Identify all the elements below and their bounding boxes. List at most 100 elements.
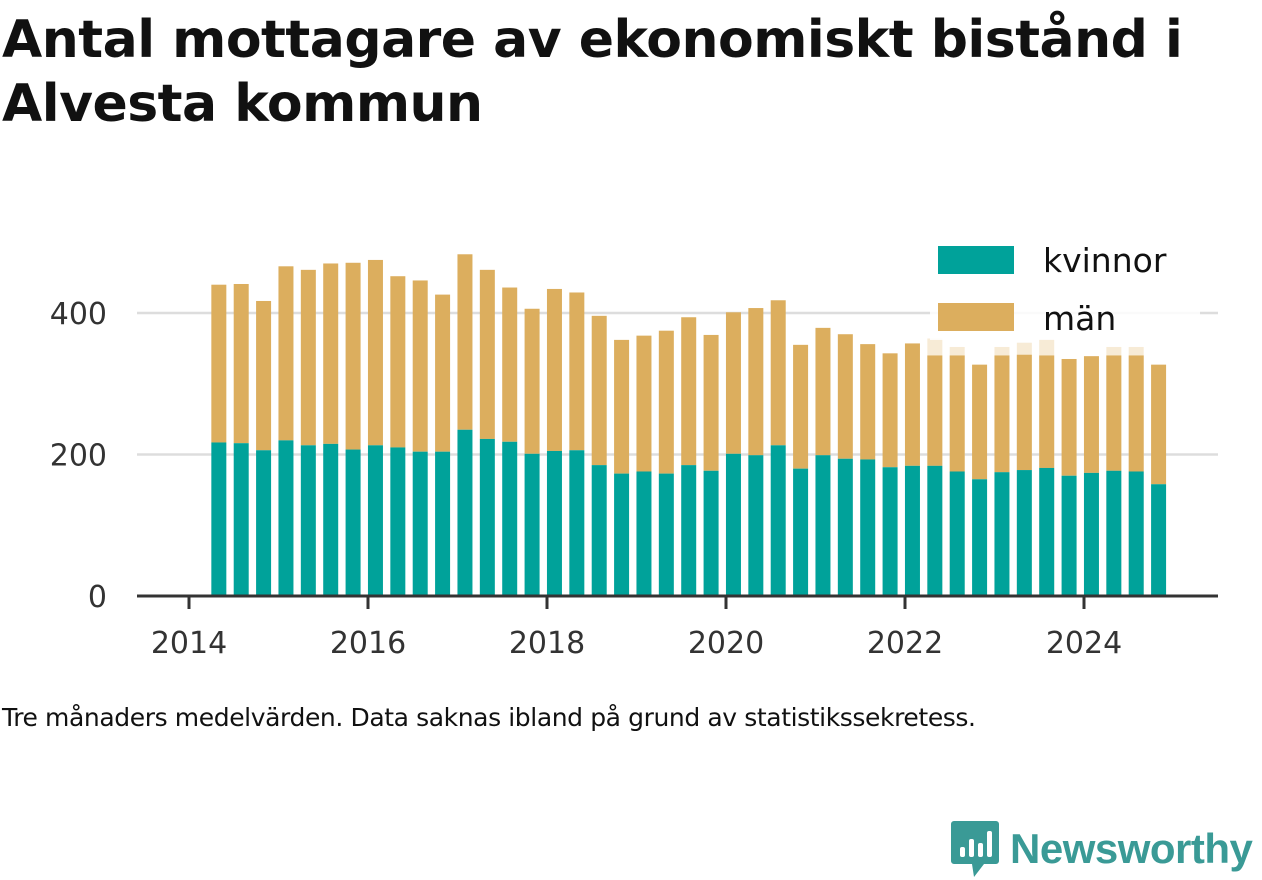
bar-man <box>904 343 920 466</box>
bar-kvinnor <box>725 453 741 596</box>
newsworthy-logo-icon <box>951 821 999 877</box>
bar-kvinnor <box>233 443 249 596</box>
y-tick-label: 200 <box>50 439 107 474</box>
bar-kvinnor <box>1061 475 1077 596</box>
bar-kvinnor <box>1128 471 1144 596</box>
bar-kvinnor <box>390 447 406 596</box>
bar-kvinnor <box>837 458 853 596</box>
bar-kvinnor <box>256 450 272 596</box>
bar-man <box>546 288 562 451</box>
bar-man <box>233 283 249 444</box>
bar-man <box>994 355 1010 473</box>
bar-kvinnor <box>546 450 562 596</box>
bar-kvinnor <box>569 450 585 596</box>
bar-man <box>770 300 786 446</box>
chart-title: Antal mottagare av ekonomiskt bistånd i … <box>2 10 1183 134</box>
bar-kvinnor <box>815 455 831 596</box>
bar-kvinnor <box>278 440 294 596</box>
chart-caption: Tre månaders medelvärden. Data saknas ib… <box>2 703 976 732</box>
bar-kvinnor <box>860 459 876 596</box>
bar-kvinnor <box>1039 467 1055 596</box>
x-tick-label: 2022 <box>867 626 943 661</box>
legend-label-kvinnor: kvinnor <box>1043 241 1167 280</box>
bar-kvinnor <box>927 465 943 596</box>
bar-man <box>1061 358 1077 476</box>
bar-kvinnor <box>1106 470 1122 596</box>
bar-kvinnor <box>614 473 630 596</box>
bar-kvinnor <box>770 445 786 596</box>
bar-kvinnor <box>658 473 674 596</box>
bar-man <box>860 344 876 460</box>
bars <box>211 254 1167 596</box>
bar-man <box>1128 355 1144 472</box>
x-tick-label: 2016 <box>330 626 406 661</box>
bar-man <box>681 317 697 466</box>
bar-kvinnor <box>412 451 428 596</box>
bar-man <box>882 353 898 468</box>
bar-man <box>569 292 585 451</box>
bar-man <box>1151 364 1167 485</box>
bar-man <box>748 308 764 456</box>
bar-man <box>323 263 339 444</box>
bar-man <box>658 330 674 474</box>
x-tick-label: 2024 <box>1046 626 1122 661</box>
bar-kvinnor <box>591 465 607 596</box>
bar-man <box>591 315 607 466</box>
legend: kvinnor män <box>930 240 1200 340</box>
bar-kvinnor <box>1083 472 1099 596</box>
bar-man <box>412 280 428 452</box>
bar-kvinnor <box>300 445 316 596</box>
bar-man <box>793 344 809 469</box>
bar-man <box>1083 356 1099 473</box>
axes: 0 200 400 2014 2016 2018 2020 2022 2024 <box>50 297 1218 661</box>
brand-name: Newsworthy <box>1010 825 1253 872</box>
bar-kvinnor <box>502 441 518 596</box>
bar-kvinnor <box>435 451 451 596</box>
bar-man <box>1016 354 1032 471</box>
legend-swatch-kvinnor <box>938 246 1014 274</box>
y-tick-label: 400 <box>50 297 107 332</box>
bar-man <box>927 355 943 466</box>
bar-kvinnor <box>367 445 383 596</box>
bar-man <box>300 269 316 446</box>
bar-man <box>524 308 540 454</box>
bar-kvinnor <box>457 429 473 596</box>
x-tick-label: 2018 <box>509 626 585 661</box>
bar-kvinnor <box>211 442 227 596</box>
bar-man <box>256 300 272 451</box>
bar-man <box>479 269 495 439</box>
bar-man <box>815 327 831 456</box>
x-tick-label: 2020 <box>688 626 764 661</box>
bar-kvinnor <box>323 443 339 596</box>
legend-label-man: män <box>1043 299 1116 338</box>
bar-man <box>502 287 518 442</box>
bar-man <box>972 364 988 480</box>
bar-kvinnor <box>882 467 898 596</box>
bar-kvinnor <box>703 470 719 596</box>
bar-man <box>211 284 227 443</box>
bar-kvinnor <box>949 471 965 596</box>
bar-kvinnor <box>479 438 495 596</box>
bar-man <box>725 312 741 454</box>
bar-man <box>636 335 652 472</box>
bar-kvinnor <box>1016 470 1032 596</box>
brand-logo[interactable]: Newsworthy <box>950 818 1253 880</box>
bar-man <box>435 294 451 452</box>
bar-kvinnor <box>972 479 988 596</box>
bar-man <box>345 262 361 450</box>
bar-kvinnor <box>994 472 1010 596</box>
bar-man <box>1039 355 1055 468</box>
bar-kvinnor <box>524 453 540 596</box>
bar-man <box>949 355 965 472</box>
bar-kvinnor <box>636 471 652 596</box>
bar-man <box>837 334 853 459</box>
y-tick-label: 0 <box>88 580 107 615</box>
bar-man <box>390 276 406 448</box>
bar-man <box>367 259 383 446</box>
bar-man <box>278 266 294 441</box>
bar-kvinnor <box>681 465 697 596</box>
bar-kvinnor <box>345 449 361 596</box>
bar-man <box>614 339 630 474</box>
bar-kvinnor <box>1151 484 1167 596</box>
bar-kvinnor <box>748 455 764 596</box>
